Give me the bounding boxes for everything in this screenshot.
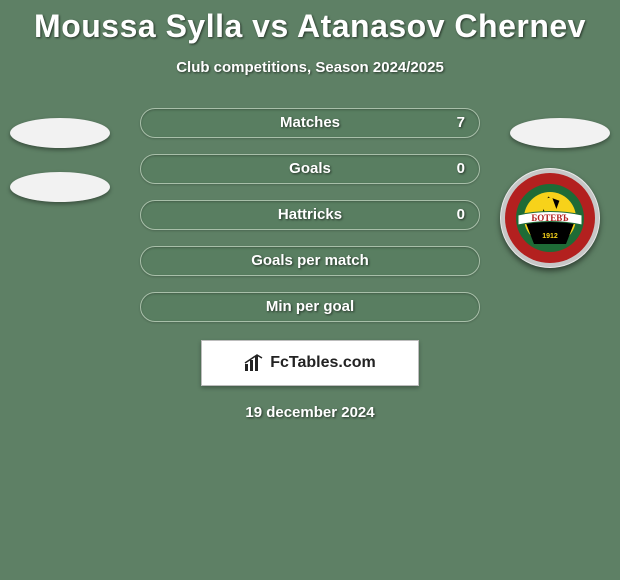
stat-row-goals: Goals 0 <box>0 154 620 184</box>
stat-value-right: 0 <box>457 154 465 184</box>
stat-label: Matches <box>140 108 480 138</box>
stat-label: Goals <box>140 154 480 184</box>
badge-year: 1912 <box>542 233 558 240</box>
footer-brand-text: FcTables.com <box>270 354 376 372</box>
bar-chart-icon <box>244 354 266 372</box>
stat-label: Goals per match <box>140 246 480 276</box>
stat-row-goals-per-match: Goals per match <box>0 246 620 276</box>
stat-value-right: 7 <box>457 108 465 138</box>
fctables-logo: FcTables.com <box>244 354 376 372</box>
stat-row-min-per-goal: Min per goal <box>0 292 620 322</box>
stat-value-right: 0 <box>457 200 465 230</box>
page-title: Moussa Sylla vs Atanasov Chernev <box>0 0 620 45</box>
subtitle: Club competitions, Season 2024/2025 <box>0 59 620 76</box>
footer-brand-box: FcTables.com <box>201 340 419 386</box>
stat-label: Min per goal <box>140 292 480 322</box>
date-line: 19 december 2024 <box>0 404 620 421</box>
stat-row-hattricks: Hattricks 0 <box>0 200 620 230</box>
stat-row-matches: Matches 7 <box>0 108 620 138</box>
comparison-infographic: Moussa Sylla vs Atanasov Chernev Club co… <box>0 0 620 580</box>
stat-label: Hattricks <box>140 200 480 230</box>
